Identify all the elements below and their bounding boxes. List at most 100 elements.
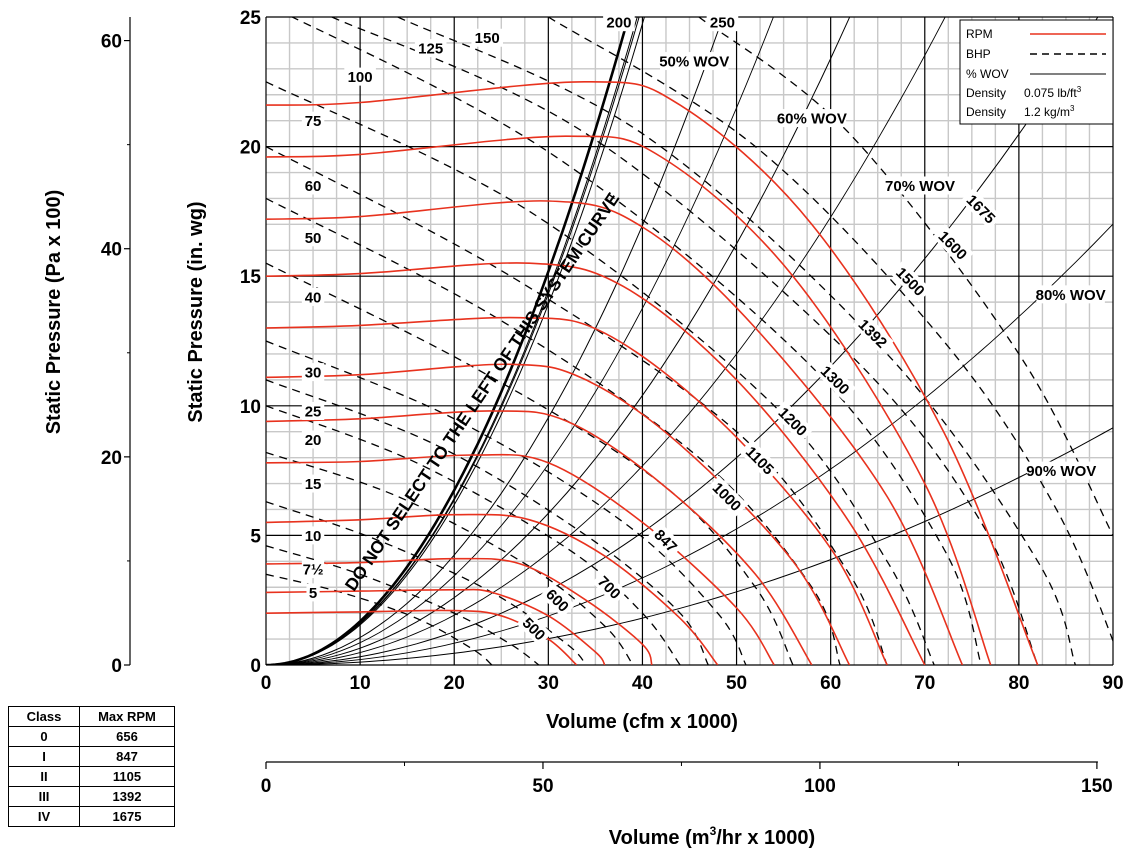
wov-curve-minor	[266, 17, 774, 665]
bhp-label: 75	[305, 113, 322, 130]
rpm-label-bg	[739, 439, 781, 482]
wov-label: 60% WOV	[777, 111, 847, 128]
rpm-label-bg	[889, 260, 932, 303]
y2-tick-label: 40	[101, 240, 122, 261]
table-cell-max-rpm: 656	[79, 726, 175, 747]
table-row: III 1392	[8, 786, 175, 807]
wov-curve-minor	[266, 17, 946, 665]
bhp-label-bg	[301, 111, 325, 130]
bhp-label: 25	[305, 403, 322, 420]
rpm-curve	[266, 513, 719, 665]
x-axis-label: Volume (cfm x 1000)	[546, 711, 738, 733]
class-max-rpm-table: Class Max RPM 0 656 I 847 II 1105 III 13…	[8, 706, 175, 827]
wov-label: 90% WOV	[1026, 463, 1096, 480]
bhp-label: 15	[305, 476, 322, 493]
rpm-label-bg	[960, 188, 1003, 230]
y2-tick-label: 0	[111, 656, 122, 677]
rpm-label-bg	[852, 312, 894, 355]
wov-curve	[266, 17, 1099, 665]
table-cell-class: II	[8, 766, 80, 787]
x2-axis-label: Volume (m3/hr x 1000)	[609, 824, 815, 849]
rpm-label-bg	[516, 611, 552, 647]
rpm-curve	[266, 80, 1039, 665]
table-cell-max-rpm: 1675	[79, 806, 175, 827]
y-tick-label: 10	[240, 397, 261, 418]
wov-label-bg	[885, 176, 955, 195]
wov-label: 70% WOV	[885, 178, 955, 195]
bhp-label-bg	[301, 430, 325, 449]
system-curve	[266, 17, 645, 665]
bhp-curve	[266, 340, 747, 665]
bhp-label: 5	[309, 585, 317, 602]
rpm-label-bg	[932, 224, 974, 266]
wov-curve-minor	[266, 223, 1113, 665]
rpm-curve	[266, 363, 851, 665]
y2-axis-label: Static Pressure (Pa x 100)	[43, 190, 65, 435]
table-cell-class: I	[8, 746, 80, 767]
x2-tick-label: 50	[532, 776, 553, 797]
x-tick-label: 40	[632, 673, 653, 694]
wov-label-bg	[1036, 285, 1105, 304]
wov-label-bg	[777, 109, 847, 128]
rpm-label-bg	[591, 569, 628, 605]
y-axis-label: Static Pressure (in. wg)	[185, 201, 207, 422]
bhp-label-bg	[301, 560, 325, 579]
bhp-label-bg	[301, 363, 325, 382]
rpm-label-bg	[772, 400, 814, 443]
table-row: I 847	[8, 746, 175, 767]
legend-bhp-label: BHP	[966, 47, 991, 61]
rpm-curve	[266, 410, 813, 665]
rpm-label: 700	[591, 569, 628, 605]
bhp-label: 125	[418, 41, 443, 58]
y2-tick-label: 60	[101, 32, 122, 53]
legend: RPM BHP % WOV Density 0.075 lb/ft3 Densit…	[959, 19, 1114, 125]
bhp-curve	[266, 501, 587, 665]
y-tick-label: 20	[240, 138, 261, 159]
wov-label: 50% WOV	[659, 54, 729, 71]
rpm-label-bg	[540, 582, 576, 618]
legend-rpm-label: RPM	[966, 27, 993, 41]
x2-tick-label: 150	[1081, 776, 1113, 797]
table-cell-class: IV	[8, 806, 80, 827]
rpm-curve	[266, 135, 992, 665]
bhp-label: 30	[305, 365, 322, 382]
table-cell-class: 0	[8, 726, 80, 747]
bhp-label: 7½	[303, 562, 324, 579]
bhp-label: 200	[606, 15, 631, 32]
legend-density-2: Density 1.2 kg/m3	[966, 104, 1075, 119]
table-row: 0 656	[8, 726, 175, 747]
system-curve-line	[266, 17, 645, 665]
rpm-curve	[266, 316, 888, 665]
bhp-curve	[266, 405, 681, 665]
bhp-label: 250	[710, 15, 735, 32]
table-header-max-rpm: Max RPM	[79, 706, 175, 727]
bhp-label: 100	[348, 69, 373, 86]
bhp-curve	[266, 262, 794, 665]
table-cell-max-rpm: 1105	[79, 766, 175, 787]
rpm-curves	[266, 80, 1039, 665]
bhp-label-bg	[471, 28, 503, 47]
y-tick-label: 25	[240, 8, 262, 29]
rpm-label-bg	[814, 359, 857, 401]
rpm-curve	[266, 200, 964, 665]
legend-wov-label: % WOV	[966, 67, 1009, 81]
wov-label: 80% WOV	[1036, 287, 1106, 304]
y-tick-label: 0	[250, 656, 261, 677]
bhp-label-bg	[306, 583, 320, 602]
y2-tick-label: 20	[101, 448, 122, 469]
x-tick-label: 30	[538, 673, 559, 694]
y-tick-label: 5	[250, 526, 261, 547]
wov-curve	[266, 17, 724, 665]
bhp-label: 50	[305, 230, 322, 247]
bhp-label: 10	[305, 528, 322, 545]
rpm-label: 1000	[706, 475, 748, 518]
bhp-curve	[290, 17, 982, 665]
rpm-curve	[266, 453, 775, 665]
table-row: IV 1675	[8, 806, 175, 827]
bhp-label-bg	[301, 401, 325, 420]
bhp-label-bg	[301, 176, 325, 195]
x-tick-label: 10	[350, 673, 371, 694]
table-cell-max-rpm: 847	[79, 746, 175, 767]
bhp-label: 40	[305, 289, 322, 306]
bhp-curve	[266, 573, 493, 665]
